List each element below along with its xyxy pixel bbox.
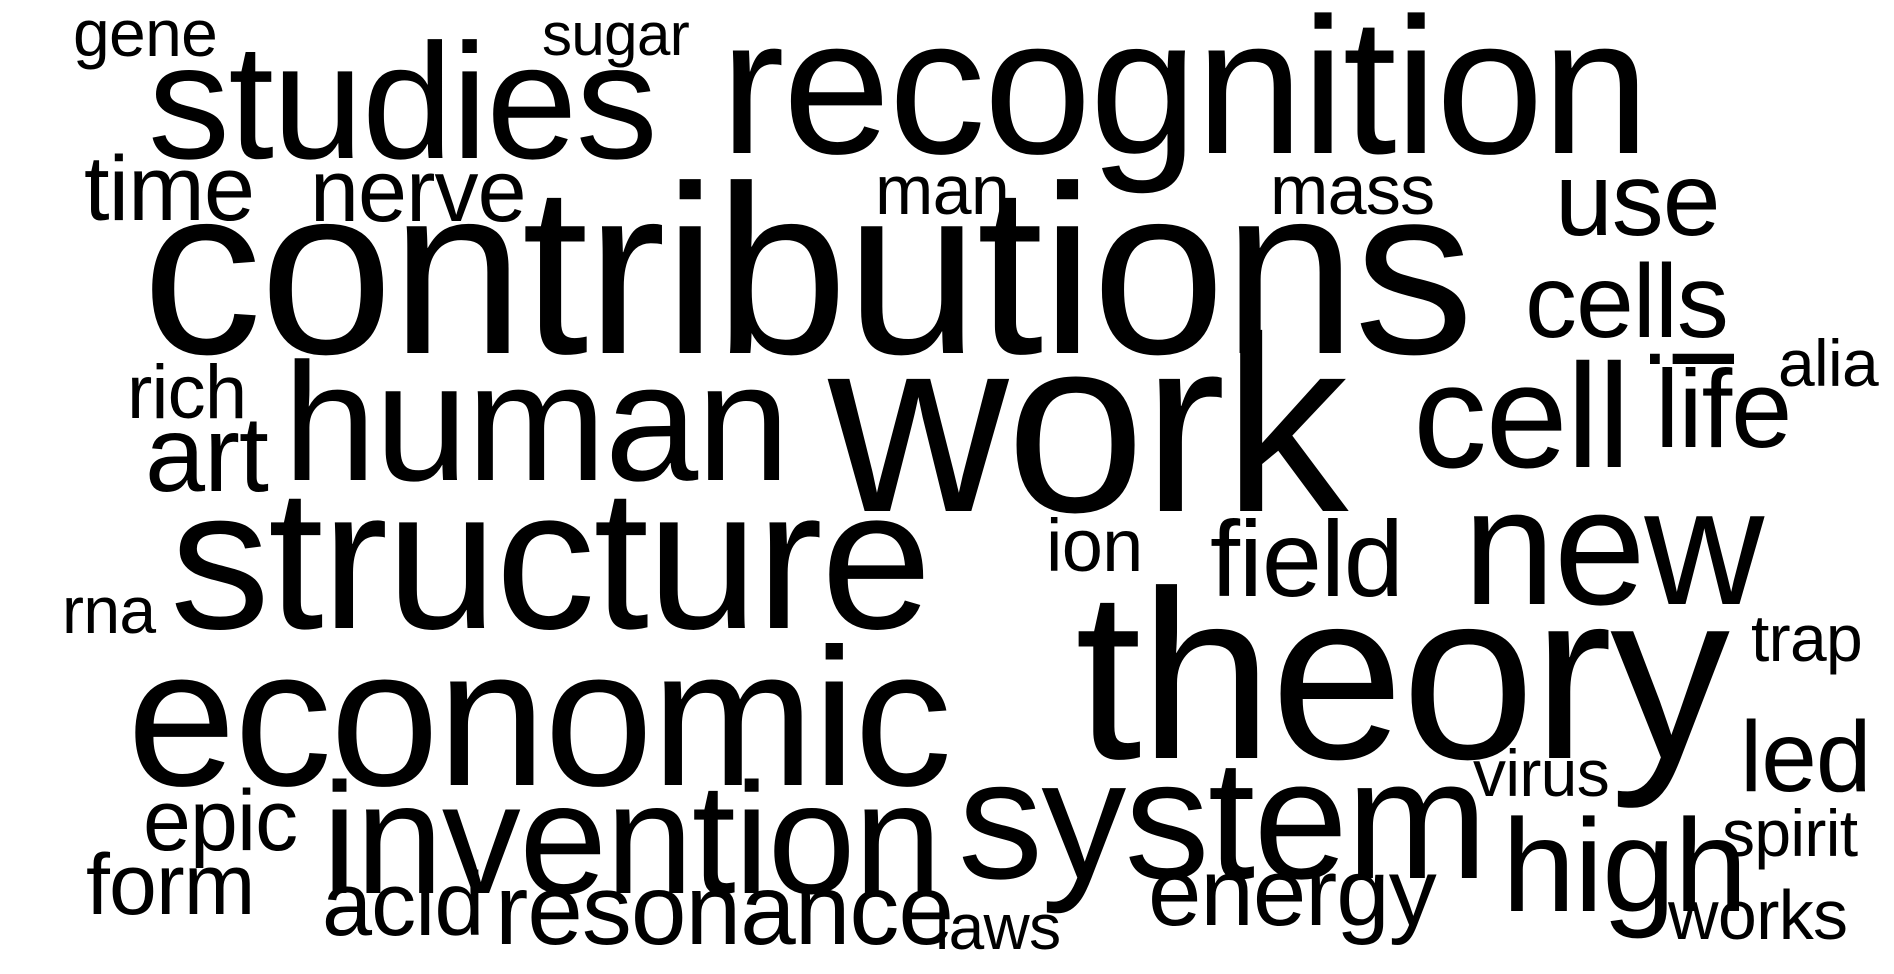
word-mass: mass	[1270, 151, 1435, 229]
word-system: system	[958, 725, 1488, 915]
word-contributions: contributions	[142, 136, 1474, 404]
word-rna: rna	[62, 573, 156, 647]
word-structure: structure	[170, 448, 932, 671]
word-theory: theory	[1075, 541, 1730, 809]
word-economic: economic	[127, 608, 952, 827]
word-energy: energy	[1148, 839, 1437, 946]
word-cells: cells	[1525, 244, 1729, 360]
word-trap: trap	[1751, 601, 1863, 675]
word-man: man	[875, 151, 1010, 229]
word-recognition: recognition	[720, 0, 1650, 195]
word-nerve: nerve	[310, 141, 527, 240]
word-field: field	[1210, 498, 1404, 619]
word-works: works	[1668, 876, 1848, 954]
word-sugar: sugar	[542, 1, 690, 68]
word-art: art	[145, 393, 269, 514]
word-ion: ion	[1046, 504, 1143, 587]
word-form: form	[86, 837, 255, 933]
word-epic: epic	[143, 773, 298, 869]
word-rich: rich	[127, 350, 247, 435]
word-high: high	[1502, 792, 1748, 939]
word-spirit: spirit	[1722, 796, 1858, 870]
word-alia: alia	[1778, 326, 1879, 400]
word-laws: laws	[935, 891, 1061, 963]
word-resonance: resonance	[495, 854, 954, 966]
word-invention: invention	[322, 751, 942, 927]
word-gene: gene	[73, 0, 218, 70]
word-human: human	[283, 328, 790, 516]
word-time: time	[84, 138, 255, 240]
word-acid: acid	[322, 855, 484, 955]
word-studies: studies	[148, 10, 658, 193]
word-life: life	[1655, 348, 1792, 471]
word-new: new	[1463, 455, 1764, 640]
word-use: use	[1555, 142, 1721, 258]
word-virus: virus	[1473, 736, 1610, 810]
word-led: led	[1740, 701, 1871, 813]
word-cell: cell	[1413, 334, 1631, 499]
word-work: work	[828, 285, 1348, 564]
